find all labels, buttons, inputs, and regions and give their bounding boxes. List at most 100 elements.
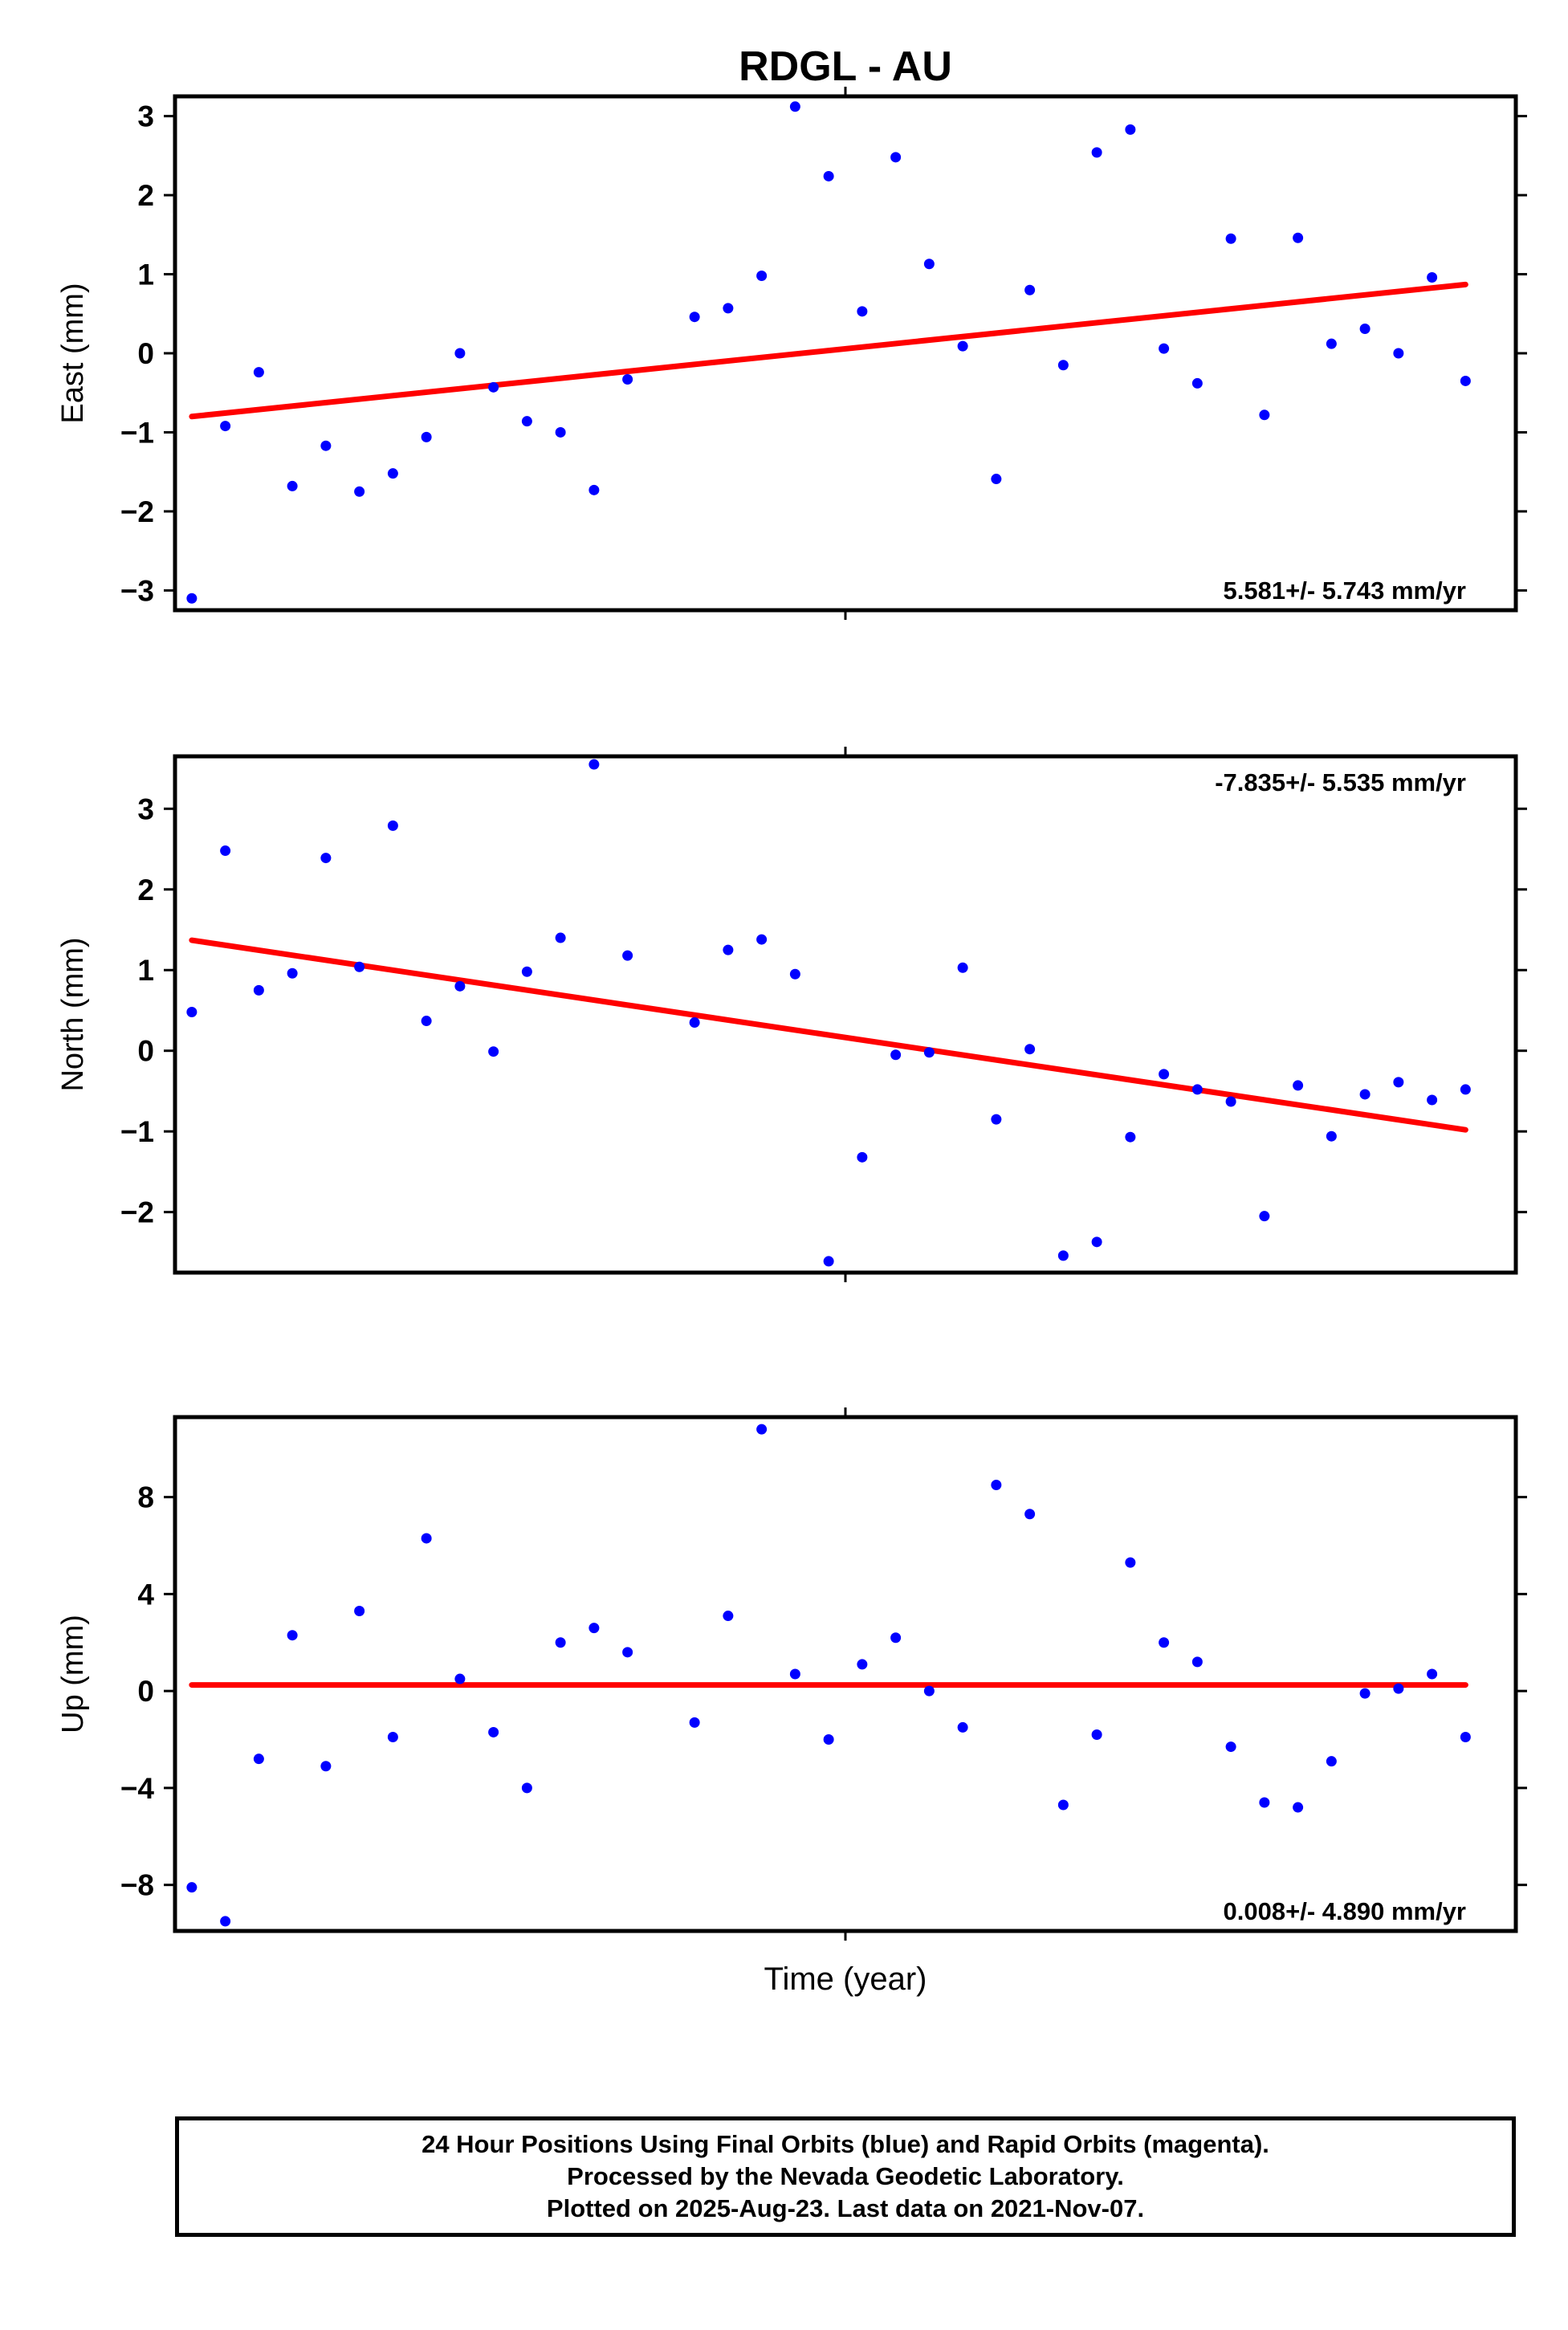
data-point <box>320 1761 332 1772</box>
data-point <box>521 966 532 977</box>
data-point <box>421 1533 432 1544</box>
y-tick-label: 8 <box>137 1481 154 1514</box>
plot-frame <box>173 94 1518 613</box>
y-axis-label: East (mm) <box>56 283 90 423</box>
data-point <box>1125 1557 1136 1568</box>
data-point <box>756 1424 768 1435</box>
trend-line <box>189 937 1468 1133</box>
data-point <box>287 1630 298 1641</box>
data-point <box>1427 1668 1438 1680</box>
y-axis-label: North (mm) <box>56 937 90 1091</box>
data-point <box>689 1017 700 1029</box>
data-point <box>387 820 398 831</box>
data-point <box>923 1047 935 1058</box>
data-point <box>689 312 700 323</box>
data-point <box>1225 233 1236 244</box>
data-point <box>1191 1656 1203 1668</box>
data-point <box>521 416 532 427</box>
data-point <box>1293 1080 1304 1091</box>
data-point <box>823 1734 834 1745</box>
footer-info-box: 24 Hour Positions Using Final Orbits (bl… <box>175 2116 1516 2237</box>
data-point <box>723 944 734 955</box>
data-point <box>789 101 800 112</box>
footer-line-plotted: Plotted on 2025-Aug-23. Last data on 202… <box>546 2194 1145 2222</box>
data-point <box>957 1721 968 1733</box>
data-point <box>454 348 466 359</box>
data-point <box>1024 284 1036 295</box>
data-point <box>1125 124 1136 135</box>
data-point <box>220 421 231 432</box>
chart-title: RDGL - AU <box>739 43 952 90</box>
rate-label: -7.835+/- 5.535 mm/yr <box>1215 768 1466 796</box>
data-point <box>253 367 264 378</box>
data-point <box>991 1114 1002 1125</box>
data-point <box>789 1668 800 1680</box>
data-point <box>1293 232 1304 243</box>
y-tick-label: −4 <box>120 1772 155 1805</box>
data-point <box>454 980 466 992</box>
y-tick-label: −1 <box>120 416 154 449</box>
data-point <box>991 474 1002 485</box>
data-point <box>622 950 633 961</box>
data-point <box>1159 343 1170 354</box>
y-tick-label: −2 <box>120 495 154 528</box>
data-point <box>253 984 264 996</box>
data-point <box>957 340 968 352</box>
data-point <box>421 431 432 442</box>
footer-line-processed: Processed by the Nevada Geodetic Laborat… <box>567 2162 1124 2190</box>
data-point <box>1191 377 1203 389</box>
y-tick-label: 3 <box>137 100 154 133</box>
data-point <box>923 1685 935 1697</box>
rate-label: 0.008+/- 4.890 mm/yr <box>1224 1897 1466 1925</box>
y-tick-label: 1 <box>137 259 154 291</box>
data-point <box>1057 360 1069 371</box>
y-tick-label: −1 <box>120 1115 154 1148</box>
time-series-figure: RDGL - AU Time (year) −3 −2 −1 0 1 2 3 East (mm… <box>56 43 1527 1997</box>
data-point <box>923 259 935 270</box>
data-point <box>488 381 499 393</box>
y-tick-label: −2 <box>120 1196 154 1229</box>
data-point <box>723 303 734 314</box>
data-point <box>589 484 600 495</box>
data-point <box>387 468 398 479</box>
data-point <box>320 853 332 864</box>
y-axis-label: Up (mm) <box>56 1615 90 1733</box>
data-point <box>1427 271 1438 283</box>
data-point <box>287 480 298 491</box>
data-point <box>1024 1509 1036 1520</box>
data-point <box>1024 1044 1036 1055</box>
data-point <box>1359 1688 1370 1699</box>
y-tick-label: 3 <box>137 792 154 825</box>
data-point <box>1326 1130 1337 1142</box>
y-tick-label: −3 <box>120 574 154 607</box>
data-point <box>421 1016 432 1027</box>
data-point <box>387 1731 398 1742</box>
data-point <box>991 1480 1002 1491</box>
data-point <box>555 932 566 943</box>
data-point <box>890 152 902 163</box>
data-point <box>1159 1069 1170 1080</box>
data-point <box>1225 1096 1236 1107</box>
y-tick-label: 2 <box>137 874 154 906</box>
data-point <box>1326 1756 1337 1767</box>
data-point <box>1359 1089 1370 1100</box>
data-point <box>957 962 968 973</box>
data-point <box>890 1632 902 1644</box>
data-point <box>354 961 365 972</box>
data-point <box>1259 1211 1270 1222</box>
data-point <box>756 934 768 945</box>
data-point <box>789 968 800 980</box>
rate-label: 5.581+/- 5.743 mm/yr <box>1224 576 1466 605</box>
data-point <box>488 1726 499 1737</box>
y-tick-label: −8 <box>120 1869 154 1902</box>
data-point <box>1427 1094 1438 1106</box>
data-point <box>521 1782 532 1794</box>
data-point <box>1393 1683 1404 1694</box>
data-point <box>555 1637 566 1648</box>
data-point <box>857 306 868 317</box>
data-point <box>1393 348 1404 359</box>
data-point <box>186 593 198 604</box>
data-point <box>890 1049 902 1061</box>
data-point <box>689 1717 700 1728</box>
